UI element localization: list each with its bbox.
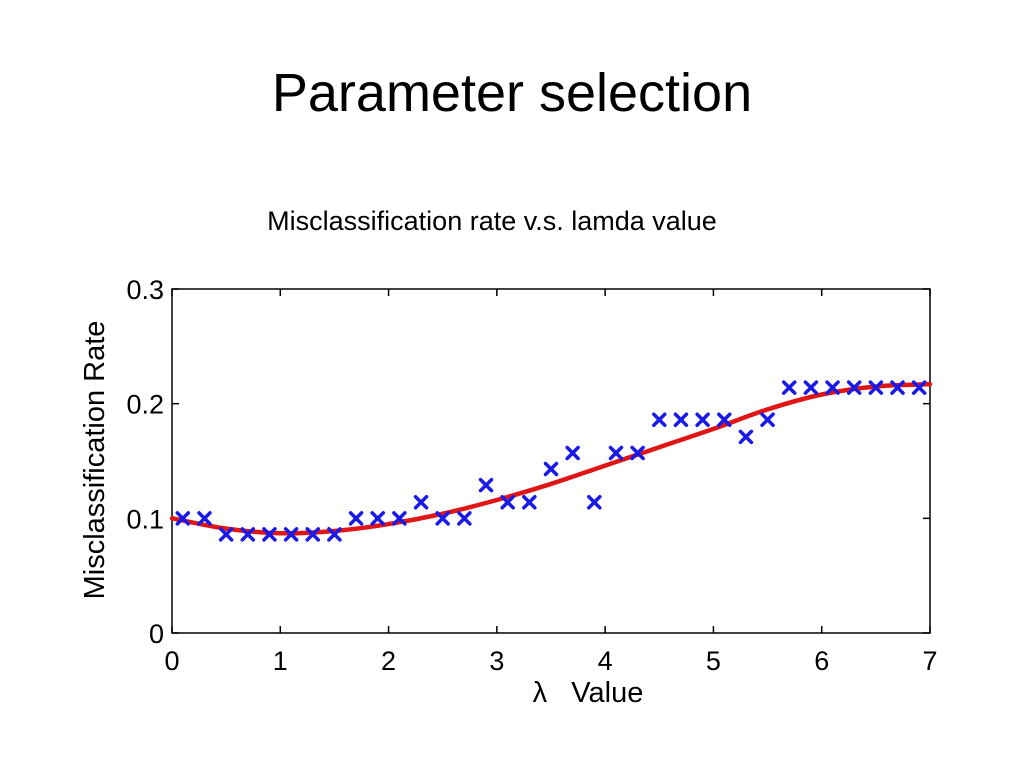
fit-curve [169, 381, 933, 536]
scatter-point-stroke [565, 445, 580, 461]
scatter-point [673, 412, 689, 427]
scatter-point [760, 412, 775, 427]
scatter-point [565, 445, 580, 461]
scatter-point-stroke [695, 412, 710, 427]
scatter-point [240, 527, 256, 542]
scatter-point-stroke [283, 527, 299, 542]
scatter-point-stroke [587, 495, 602, 510]
scatter-point [522, 495, 537, 510]
scatter-point-stroke [240, 527, 256, 542]
scatter-point-stroke [522, 495, 537, 510]
scatter-point-stroke [717, 412, 732, 427]
slide-title: Parameter selection [271, 63, 753, 123]
scatter-point [911, 380, 927, 395]
scatter-point [392, 511, 407, 526]
scatter-point-stroke [175, 511, 191, 526]
scatter-point [587, 495, 602, 510]
scatter-point-stroke [327, 527, 342, 542]
y-tick-labels: 0 0.1 0.2 0.3 [126, 275, 164, 649]
scatter-point-stroke [457, 511, 472, 526]
slide-subtitle: Misclassification rate v.s. lamda value [267, 206, 717, 236]
scatter-point [868, 380, 884, 395]
scatter-point [543, 461, 559, 477]
scatter-point [738, 429, 754, 445]
scatter-points [175, 380, 927, 542]
y-tick-label: 0.2 [126, 390, 164, 420]
scatter-point [457, 511, 472, 526]
scatter-point [478, 477, 494, 493]
y-tick-label: 0.3 [126, 275, 164, 305]
scatter-point-stroke [868, 380, 884, 395]
scatter-point-stroke [413, 495, 429, 510]
scatter-point-stroke [435, 511, 450, 526]
scatter-point [825, 380, 840, 395]
scatter-point-stroke [760, 412, 775, 427]
scatter-point [652, 412, 667, 427]
x-tick-label: 1 [273, 646, 288, 676]
scatter-point [608, 445, 624, 461]
scatter-point [630, 445, 645, 461]
plot-frame [171, 288, 931, 634]
scatter-point-stroke [825, 380, 840, 395]
scatter-point-stroke [781, 380, 797, 395]
scatter-point [305, 527, 321, 542]
scatter-point-stroke [608, 445, 624, 461]
scatter-point [846, 380, 862, 395]
y-tick-label: 0 [149, 619, 164, 649]
scatter-point [175, 511, 191, 526]
scatter-point-stroke [803, 380, 819, 395]
scatter-point [413, 495, 429, 510]
scatter-point [500, 495, 515, 510]
scatter-point-stroke [348, 511, 364, 526]
scatter-point [197, 511, 212, 526]
scatter-point-stroke [543, 461, 559, 477]
scatter-point [262, 527, 277, 542]
scatter-point-stroke [738, 429, 754, 445]
scatter-point-stroke [500, 495, 515, 510]
scatter-point-stroke [673, 412, 689, 427]
x-tick-label: 3 [489, 646, 504, 676]
x-tick-label: 7 [922, 646, 937, 676]
scatter-point-stroke [218, 527, 234, 542]
x-tick-label: 5 [706, 646, 721, 676]
scatter-point-stroke [911, 380, 927, 395]
scatter-point-stroke [630, 445, 645, 461]
scatter-point [890, 380, 905, 395]
x-tick-label: 6 [814, 646, 829, 676]
x-axis-label: λ Value [533, 677, 644, 709]
scatter-point-stroke [652, 412, 667, 427]
x-tick-label: 4 [598, 646, 613, 676]
scatter-point [348, 511, 364, 526]
y-axis-label: Misclassification Rate [79, 321, 111, 600]
scatter-point [803, 380, 819, 395]
scatter-point-stroke [846, 380, 862, 395]
scatter-point [781, 380, 797, 395]
scatter-point [717, 412, 732, 427]
scatter-point-stroke [305, 527, 321, 542]
x-tick-label: 2 [381, 646, 396, 676]
scatter-point-stroke [262, 527, 277, 542]
y-tick-label: 0.1 [126, 504, 164, 534]
scatter-point [327, 527, 342, 542]
scatter-point-stroke [197, 511, 212, 526]
tick-marks [171, 288, 931, 634]
scatter-point-stroke [478, 477, 494, 493]
scatter-point [695, 412, 710, 427]
scatter-point [218, 527, 234, 542]
scatter-point [283, 527, 299, 542]
scatter-point-stroke [392, 511, 407, 526]
scatter-point [370, 511, 385, 526]
scatter-point [435, 511, 450, 526]
x-tick-label: 0 [164, 646, 179, 676]
scatter-point-stroke [370, 511, 385, 526]
scatter-point-stroke [890, 380, 905, 395]
x-tick-labels: 0 1 2 3 4 5 6 7 [164, 646, 937, 676]
